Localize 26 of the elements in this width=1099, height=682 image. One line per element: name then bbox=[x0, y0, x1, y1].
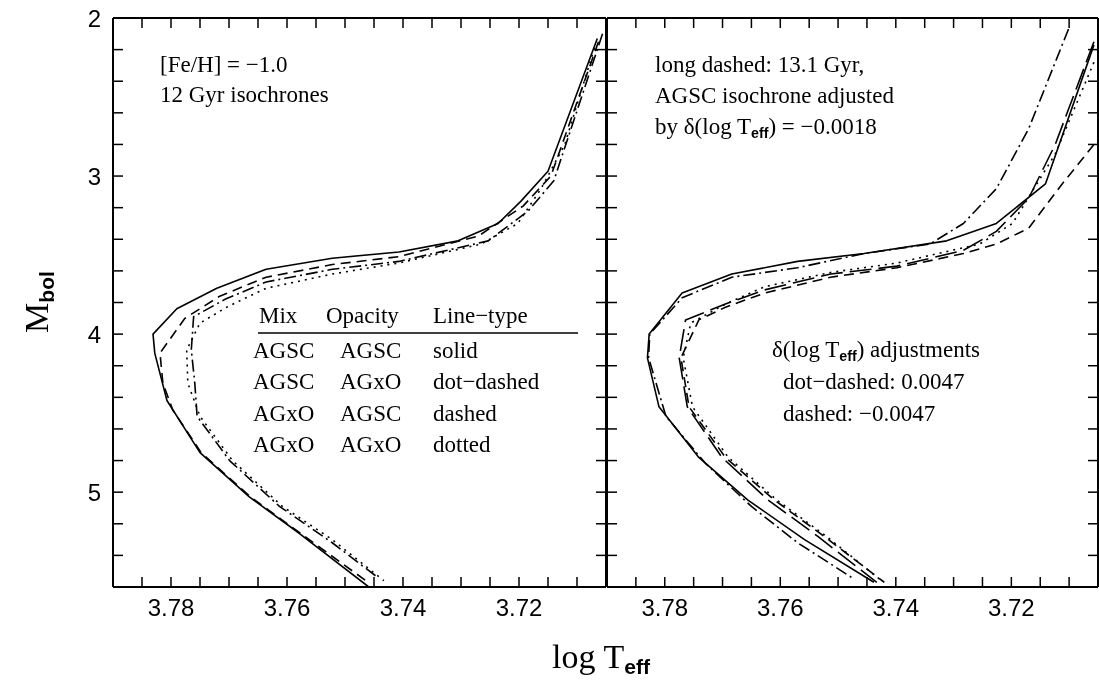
x-tick-label: 3.76 bbox=[756, 594, 804, 622]
x-tick-label: 3.78 bbox=[641, 594, 689, 622]
x-tick-label: 3.74 bbox=[872, 594, 920, 622]
y-tick-label: 5 bbox=[87, 478, 101, 506]
annotation: dashed: −0.0047 bbox=[783, 401, 936, 426]
y-tick-label: 3 bbox=[87, 162, 101, 190]
annotation: dot−dashed: 0.0047 bbox=[783, 369, 965, 394]
x-tick-label: 3.76 bbox=[263, 594, 311, 622]
x-tick-label: 3.72 bbox=[987, 594, 1035, 622]
text: AGSC AGSC solid bbox=[253, 338, 478, 363]
annotation: δ(log T$_{eff}$) adjustments bbox=[772, 337, 981, 365]
y-tick-label: 2 bbox=[87, 4, 101, 32]
text: AGSC AGxO dot−dashed bbox=[253, 369, 540, 395]
text: AGxO AGxO dotted bbox=[253, 431, 491, 457]
text: Mix Opacity Line−type bbox=[259, 303, 528, 328]
x-tick-label: 3.72 bbox=[495, 594, 543, 622]
text: AGxO AGSC dashed bbox=[253, 400, 497, 426]
annotation: AGSC isochrone adjusted bbox=[655, 83, 895, 108]
annotation: long dashed: 13.1 Gyr, bbox=[655, 52, 865, 77]
x-axis-title: log T$_{eff}$ bbox=[552, 638, 651, 679]
y-tick-label: 4 bbox=[87, 320, 101, 348]
annotation: by δ(log T$_{eff}$) = −0.0018 bbox=[655, 114, 877, 142]
x-tick-label: 3.74 bbox=[379, 594, 427, 622]
annotation: [Fe/H] = −1.0 bbox=[160, 52, 288, 77]
annotation: 12 Gyr isochrones bbox=[160, 82, 329, 107]
x-tick-label: 3.78 bbox=[147, 594, 195, 622]
